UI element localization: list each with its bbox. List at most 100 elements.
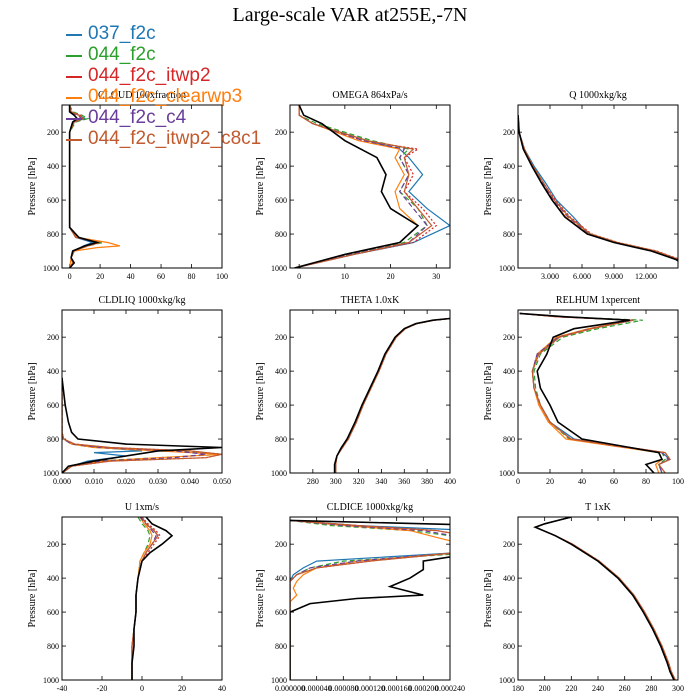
y-tick-label: 400 — [47, 574, 59, 583]
legend-swatch — [66, 76, 82, 78]
plot-frame — [289, 516, 451, 681]
y-tick-label: 200 — [47, 333, 59, 342]
x-tick-label: 0.000000 — [275, 684, 305, 693]
x-tick-label: 0.000200 — [408, 684, 438, 693]
series-line-reference — [533, 517, 675, 680]
y-tick-label: 1000 — [271, 264, 287, 273]
y-tick-label: 800 — [275, 642, 287, 651]
y-tick-label: 800 — [47, 642, 59, 651]
y-axis-label: Pressure [hPa] — [255, 362, 266, 420]
x-tick-label: 20 — [178, 684, 186, 693]
y-tick-label: 200 — [275, 540, 287, 549]
legend-label: 044_f2c — [88, 44, 156, 65]
y-tick-label: 1000 — [499, 469, 515, 478]
series-line-044_f2c_clearwp3 — [290, 519, 450, 680]
plot-frame — [289, 104, 451, 269]
y-tick-label: 600 — [275, 608, 287, 617]
x-tick-label: 3.000 — [541, 272, 559, 281]
series-line-reference — [518, 115, 678, 262]
legend-label: 044_f2c_clearwp3 — [88, 86, 243, 107]
panel-title: RELHUM 1xpercent — [556, 295, 640, 306]
y-tick-label: 800 — [275, 230, 287, 239]
y-tick-label: 400 — [47, 162, 59, 171]
y-tick-label: 400 — [503, 367, 515, 376]
x-tick-label: 0 — [68, 272, 72, 281]
series-line-044_f2c — [519, 312, 666, 473]
series-line-044_f2c_itwp2 — [518, 115, 678, 260]
x-tick-label: 0.000040 — [302, 684, 332, 693]
x-tick-label: 220 — [565, 684, 577, 693]
y-tick-label: 200 — [275, 128, 287, 137]
series-line-044_f2c_itwp2 — [533, 517, 676, 680]
series-line-reference — [62, 377, 222, 473]
series-line-044_f2c_clearwp3 — [533, 517, 675, 680]
series-line-044_f2c_itwp2_c8c1 — [62, 377, 222, 473]
y-axis-label: Pressure [hPa] — [483, 362, 494, 420]
y-tick-label: 600 — [47, 196, 59, 205]
series-line-044_f2c_c4 — [290, 519, 450, 680]
x-tick-label: 0.000120 — [355, 684, 385, 693]
panel: CLDICE 1000xkg/kg Pressure [hPa] 200 400 600… — [255, 502, 465, 693]
x-tick-label: 0.000080 — [328, 684, 358, 693]
y-tick-label: 200 — [503, 128, 515, 137]
y-tick-label: 600 — [275, 401, 287, 410]
y-tick-label: 200 — [503, 540, 515, 549]
y-tick-label: 800 — [503, 642, 515, 651]
x-tick-label: 40 — [578, 477, 586, 486]
y-axis-label: Pressure [hPa] — [255, 157, 266, 215]
series-line-037_f2c — [294, 105, 450, 268]
series-group — [290, 519, 450, 680]
y-tick-label: 1000 — [43, 264, 59, 273]
panel: Q 1000xkg/kg Pressure [hPa] 200 400 600 800 10… — [483, 90, 679, 281]
series-line-044_f2c_itwp2_c8c1 — [533, 517, 676, 680]
series-line-044_f2c_itwp2 — [519, 312, 671, 473]
x-tick-label: 340 — [375, 477, 387, 486]
y-tick-label: 1000 — [271, 676, 287, 685]
legend-label: 044_f2c_itwp2_c8c1 — [88, 128, 262, 149]
x-tick-label: 0.000160 — [382, 684, 412, 693]
series-line-reference — [68, 105, 100, 268]
plot-frame — [61, 516, 223, 681]
plot-frame — [517, 516, 679, 681]
legend-swatch — [66, 139, 82, 141]
x-tick-label: 20 — [96, 272, 104, 281]
x-tick-label: 300 — [672, 684, 684, 693]
panel-title: Q 1000xkg/kg — [569, 90, 627, 101]
series-line-reference — [131, 517, 174, 680]
y-tick-label: 1000 — [499, 676, 515, 685]
x-tick-label: 40 — [218, 684, 226, 693]
panel-title: CLOUD 100xfraction — [98, 90, 186, 101]
x-tick-label: 100 — [216, 272, 228, 281]
y-tick-label: 400 — [503, 162, 515, 171]
legend-swatch — [66, 55, 82, 57]
y-axis-label: Pressure [hPa] — [27, 157, 38, 215]
series-line-044_f2c — [518, 115, 678, 260]
plot-frame — [61, 104, 223, 269]
y-tick-label: 800 — [47, 435, 59, 444]
y-tick-label: 800 — [47, 230, 59, 239]
series-line-044_f2c_c4 — [533, 517, 675, 680]
series-group — [519, 312, 672, 473]
x-tick-label: 0 — [140, 684, 144, 693]
x-tick-label: 0 — [297, 272, 301, 281]
panel: CLOUD 100xfraction Pressure [hPa] 20 0 400 60… — [27, 90, 228, 281]
x-tick-label: 300 — [330, 477, 342, 486]
x-tick-label: 360 — [398, 477, 410, 486]
series-line-044_f2c_clearwp3 — [518, 115, 678, 261]
plot-frame — [61, 309, 223, 474]
x-tick-label: 20 — [546, 477, 554, 486]
x-tick-label: 280 — [645, 684, 657, 693]
y-tick-label: 200 — [275, 333, 287, 342]
panel-title: CLDICE 1000xkg/kg — [327, 502, 413, 513]
x-tick-label: 400 — [444, 477, 456, 486]
x-tick-label: 0.020 — [117, 477, 135, 486]
series-group — [68, 105, 121, 268]
y-tick-label: 800 — [503, 230, 515, 239]
panel: CLDLIQ 1000xkg/kg Pressure [hPa] 200 400 600… — [27, 295, 231, 486]
x-tick-label: 80 — [642, 477, 650, 486]
series-line-044_f2c_c4 — [62, 377, 207, 473]
plot-frame — [517, 104, 679, 269]
